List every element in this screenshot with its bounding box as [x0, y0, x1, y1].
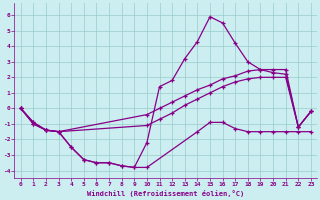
- X-axis label: Windchill (Refroidissement éolien,°C): Windchill (Refroidissement éolien,°C): [87, 190, 244, 197]
